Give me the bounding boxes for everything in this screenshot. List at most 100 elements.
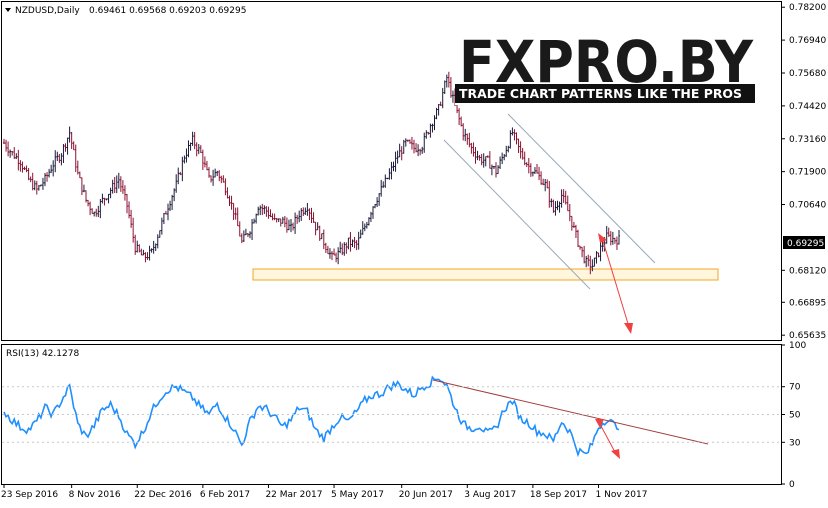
ohlc-bar [361,221,364,235]
ohlc-bar [445,74,448,88]
ohlc-bar [437,104,440,116]
ohlc-bar [249,231,251,239]
ohlc-bar [111,179,114,194]
ohlc-bar [333,248,336,256]
ohlc-bar [495,162,497,178]
ohlc-bar [386,177,389,180]
ohlc-bar [523,151,526,166]
ohlc-bar [548,181,551,208]
ohlc-bar [529,163,532,177]
ohlc-bar [308,208,311,221]
rsi-trendline [432,379,709,445]
price-tick: 0.73160 [781,135,826,145]
current-price-label: 0.69295 [787,239,824,249]
ohlc-bar [189,142,192,151]
ohlc-bar [68,126,71,143]
ohlc-bar [304,207,307,215]
ohlc-bar [70,131,73,150]
ohlc-bar [113,177,116,194]
ohlc-bar [415,143,418,153]
ohlc-bar [226,187,229,199]
ohlc-bar [13,147,16,159]
ohlc-bar [210,175,213,183]
ohlc-bar [339,241,342,254]
price-tick: 0.78200 [781,3,826,13]
rsi-tick: 70 [2,383,801,393]
ohlc-bar [517,138,520,154]
ohlc-bar [443,80,446,94]
ohlc-bar [460,116,463,127]
ohlc-bar [269,209,272,218]
rsi-bounce-arrowhead [595,419,604,428]
ohlc-bar [503,154,506,161]
ohlc-bar [464,128,467,142]
symbol-header: NZDUSD,Daily 0.69461 0.69568 0.69203 0.6… [5,6,246,16]
ohlc-bar [499,156,502,169]
ohlc-bar [275,217,278,223]
price-tick-label: 0.75680 [789,69,826,79]
ohlc-bar [341,243,344,256]
ohlc-bar [294,212,297,234]
ohlc-bar [505,145,508,157]
ohlc-bar [44,172,46,187]
ohlc-bar [441,87,444,109]
ohlc-bar [167,203,169,221]
logo-tagline-bar [455,84,755,103]
ohlc-bar [230,195,233,210]
ohlc-bar [593,257,596,267]
ohlc-bar [23,166,26,171]
ohlc-bar [382,181,385,188]
ohlc-bar [267,206,270,219]
price-tick-label: 0.70640 [789,201,826,211]
logo-tagline: TRADE CHART PATTERNS LIKE THE PROS [459,87,742,101]
time-tick: 23 Sep 2016 [1,484,58,500]
rsi-tick: 0 [781,480,795,490]
support-zone [252,268,719,281]
ohlc-bar [21,161,24,173]
rsi-tick: 30 [2,438,801,448]
ohlc-bar [359,229,362,239]
ohlc-bar [54,150,57,173]
ohlc-bar [406,139,409,142]
ohlc-bar [349,231,352,252]
ohlc-bar [35,180,38,195]
ohlc-bar [240,233,243,244]
ohlc-bar [372,206,374,219]
ohlc-bar [283,215,286,228]
ohlc-bar [300,208,303,222]
ohlc-bar [201,149,204,170]
rsi-panel-frame [1,344,782,485]
ohlc-bar [150,248,153,253]
rsi-tick-label: 50 [789,411,801,421]
ohlc-bar [507,145,510,153]
ohlc-bar [19,160,22,172]
ohlc-bar [257,206,260,216]
price-tick: 0.75680 [781,69,826,79]
ohlc-bar [78,171,81,179]
ohlc-bar [324,242,327,253]
ohlc-bar [144,252,147,263]
ohlc-bar [429,123,432,138]
ohlc-bar [39,184,42,187]
price-tick: 0.66895 [781,298,826,308]
price-tick-label: 0.74420 [789,102,826,112]
ohlc-bar [259,205,262,216]
ohlc-bar [154,243,157,251]
ohlc-bar [318,225,321,241]
ohlc-bar [138,244,141,253]
ohlc-bar [242,230,245,242]
ohlc-bar [126,194,128,214]
ohlc-bar [472,142,475,157]
rsi-tick-label: 70 [789,383,801,393]
ohlc-bar [611,231,614,245]
time-tick-label: 5 May 2017 [331,490,384,500]
ohlc-bar [265,206,268,217]
ohlc-bar [388,168,391,180]
ohlc-bar [146,252,149,260]
ohlc-bar [511,127,514,136]
ohlc-bar [413,139,415,154]
ohlc-bar [513,129,516,141]
ohlc-bar [618,229,620,245]
ohlc-bar [62,144,65,163]
